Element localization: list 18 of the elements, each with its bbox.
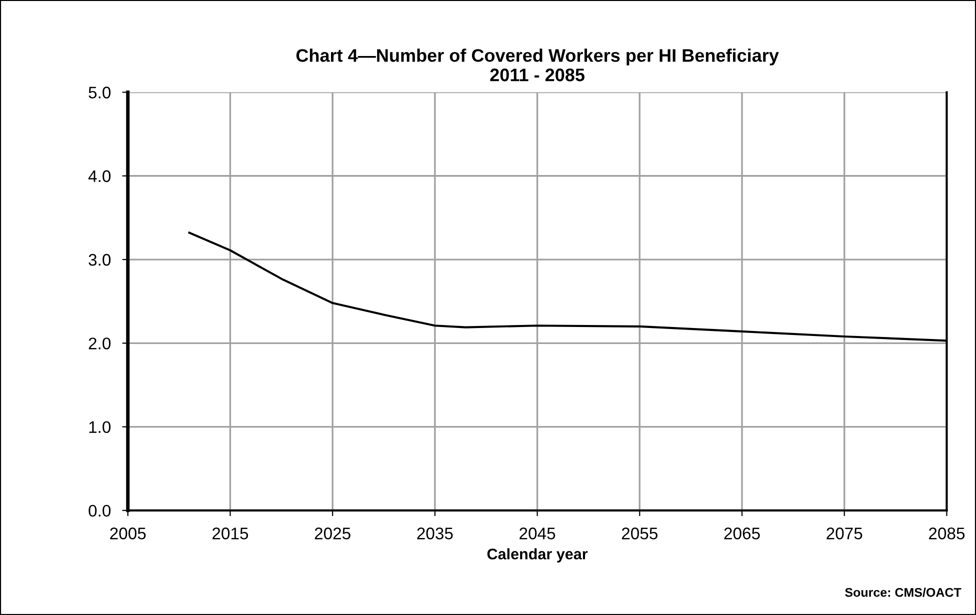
chart-title: Chart 4—Number of Covered Workers per HI Beneficiary 2011 - 2085 (296, 48, 779, 82)
y-tick-label: 4.0 (88, 170, 111, 182)
x-tick-label: 2015 (212, 528, 248, 540)
x-tick-label: 2025 (314, 528, 350, 540)
y-tick-label: 1.0 (89, 421, 111, 434)
x-tick-label: 2005 (110, 528, 146, 540)
x-tick-label: 2085 (929, 528, 965, 540)
x-tick-label: 2035 (417, 528, 453, 540)
y-tick-label: 2.0 (88, 338, 111, 350)
y-tick-label: 3.0 (88, 254, 111, 266)
y-tick-label: 5.0 (88, 86, 111, 98)
x-tick-label: 2065 (724, 528, 760, 540)
source-note: Source: CMS/OACT (845, 588, 962, 597)
x-axis-title: Calendar year (487, 548, 588, 562)
x-tick-label: 2075 (826, 528, 862, 540)
y-tick-label: 0.0 (88, 504, 111, 517)
x-tick-label: 2045 (520, 528, 556, 540)
x-tick-label: 2055 (622, 528, 658, 540)
